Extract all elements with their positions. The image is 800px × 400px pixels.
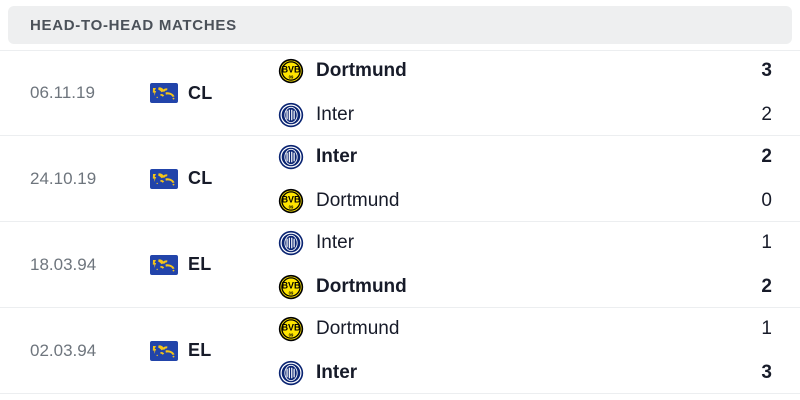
- team-away[interactable]: BVB 09 Dortmund: [278, 274, 710, 300]
- match-date: 06.11.19: [30, 83, 95, 102]
- uefa-flag-icon: [150, 254, 178, 275]
- score-away: 2: [761, 275, 772, 297]
- score-home: 1: [761, 317, 772, 339]
- head-to-head-panel: HEAD-TO-HEAD MATCHES 06.11.19 CL BVB 09 …: [0, 6, 800, 400]
- competition-code: EL: [188, 254, 212, 274]
- svg-text:09: 09: [289, 204, 294, 209]
- dortmund-badge: BVB 09: [278, 316, 304, 341]
- team-name: Inter: [316, 145, 358, 167]
- team-name: Dortmund: [316, 189, 400, 211]
- team-home[interactable]: BVB 09 Dortmund: [278, 316, 710, 342]
- inter-badge: [278, 102, 304, 128]
- svg-text:BVB: BVB: [282, 322, 301, 332]
- svg-text:BVB: BVB: [282, 194, 301, 204]
- score-home: 1: [761, 231, 772, 253]
- uefa-flag-icon: [150, 340, 178, 361]
- dortmund-badge: BVB 09: [278, 58, 304, 84]
- competition-code: CL: [188, 82, 213, 103]
- competition-code: EL: [188, 340, 212, 360]
- competition-code: CL: [188, 168, 213, 188]
- score-away: 2: [761, 104, 772, 125]
- match-row[interactable]: 18.03.94 EL Inter BVB 09 Dortmund 1 2: [0, 222, 800, 308]
- team-away[interactable]: BVB 09 Dortmund: [278, 188, 710, 214]
- match-row[interactable]: 02.03.94 EL BVB 09 Dortmund Inter 1 3: [0, 308, 800, 394]
- match-date: 02.03.94: [30, 340, 97, 360]
- svg-text:BVB: BVB: [282, 64, 301, 74]
- team-name: Inter: [316, 361, 358, 383]
- team-name: Dortmund: [316, 275, 407, 297]
- inter-badge: [278, 360, 304, 385]
- match-date: 24.10.19: [30, 168, 97, 188]
- teams-cell: Inter BVB 09 Dortmund: [270, 144, 710, 214]
- dortmund-badge: BVB 09: [278, 188, 304, 213]
- team-name: Inter: [316, 104, 355, 125]
- score-away: 0: [761, 189, 772, 211]
- teams-cell: BVB 09 Dortmund Inter: [270, 316, 710, 386]
- uefa-flag-icon: [150, 83, 178, 103]
- competition-cell[interactable]: CL: [150, 83, 270, 104]
- svg-text:09: 09: [289, 74, 294, 79]
- match-date: 18.03.94: [30, 254, 97, 274]
- team-home[interactable]: BVB 09 Dortmund: [278, 58, 710, 84]
- team-home[interactable]: Inter: [278, 144, 710, 170]
- svg-text:BVB: BVB: [282, 280, 301, 290]
- match-row[interactable]: 24.10.19 CL Inter BVB 09 Dortmund 2 0: [0, 136, 800, 222]
- match-list: 06.11.19 CL BVB 09 Dortmund Inter 3 2 24.10…: [0, 50, 800, 394]
- inter-badge: [278, 230, 304, 255]
- team-away[interactable]: Inter: [278, 102, 710, 128]
- svg-text:09: 09: [289, 332, 294, 337]
- match-row[interactable]: 06.11.19 CL BVB 09 Dortmund Inter 3 2: [0, 50, 800, 136]
- teams-cell: BVB 09 Dortmund Inter: [270, 58, 710, 128]
- team-name: Inter: [316, 231, 355, 253]
- section-header: HEAD-TO-HEAD MATCHES: [8, 6, 792, 44]
- teams-cell: Inter BVB 09 Dortmund: [270, 230, 710, 300]
- score-home: 3: [761, 60, 772, 81]
- team-name: Dortmund: [316, 317, 400, 339]
- inter-badge: [278, 144, 304, 169]
- score-home: 2: [761, 145, 772, 167]
- competition-cell[interactable]: EL: [150, 254, 270, 275]
- competition-cell[interactable]: CL: [150, 168, 270, 189]
- section-title: HEAD-TO-HEAD MATCHES: [30, 16, 237, 34]
- team-away[interactable]: Inter: [278, 360, 710, 386]
- score-away: 3: [761, 361, 772, 383]
- svg-text:09: 09: [289, 290, 294, 295]
- team-name: Dortmund: [316, 60, 407, 81]
- team-home[interactable]: Inter: [278, 230, 710, 256]
- uefa-flag-icon: [150, 168, 178, 189]
- dortmund-badge: BVB 09: [278, 274, 304, 299]
- competition-cell[interactable]: EL: [150, 340, 270, 361]
